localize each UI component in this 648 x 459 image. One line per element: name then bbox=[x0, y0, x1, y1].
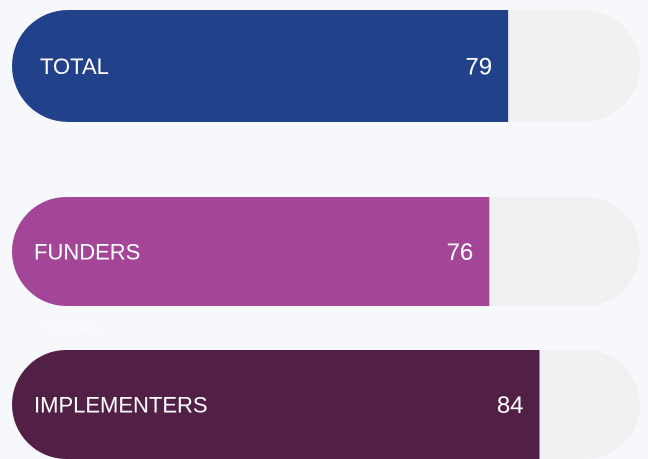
value-label: 79 bbox=[465, 53, 492, 80]
bar-group bbox=[12, 350, 540, 459]
bar bbox=[12, 350, 540, 459]
value-label: 84 bbox=[497, 392, 524, 419]
value-label: 76 bbox=[447, 239, 474, 266]
bar bbox=[12, 197, 490, 306]
bar-group bbox=[12, 10, 509, 122]
category-label: FUNDERS bbox=[34, 239, 140, 264]
bar-group bbox=[12, 197, 490, 306]
category-label: IMPLEMENTERS bbox=[34, 392, 208, 417]
category-label: TOTAL bbox=[40, 54, 109, 79]
bar bbox=[12, 10, 509, 122]
annotation: TOTAL bbox=[45, 318, 101, 338]
